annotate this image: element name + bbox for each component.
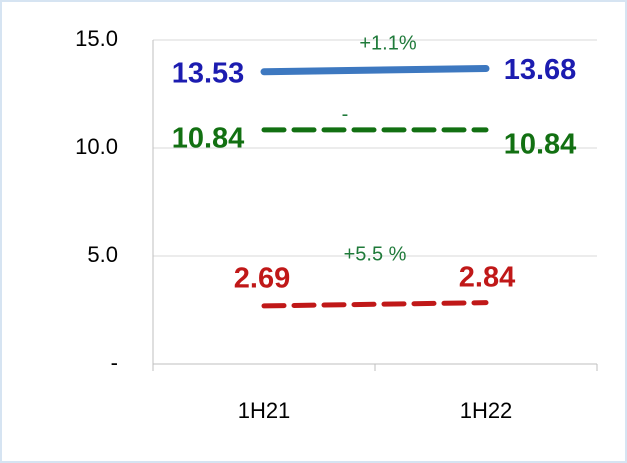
y-tick-label: 15.0 <box>75 26 118 51</box>
data-label: 2.84 <box>459 261 515 293</box>
series-line <box>260 65 490 76</box>
data-label: 2.69 <box>234 263 290 295</box>
data-label: 10.84 <box>504 129 577 161</box>
annotation: +5.5 % <box>344 243 407 265</box>
y-tick-label: 5.0 <box>87 242 118 267</box>
x-tick-label: 1H22 <box>460 398 513 423</box>
y-tick-label: - <box>111 350 118 375</box>
annotation: +1.1% <box>359 32 416 54</box>
data-label: 13.53 <box>172 57 245 89</box>
data-label: 13.68 <box>504 54 577 86</box>
data-label: 10.84 <box>172 123 245 155</box>
x-tick-label: 1H21 <box>238 398 291 423</box>
annotation: - <box>342 103 349 125</box>
series-line <box>261 300 489 309</box>
y-tick-label: 10.0 <box>75 134 118 159</box>
